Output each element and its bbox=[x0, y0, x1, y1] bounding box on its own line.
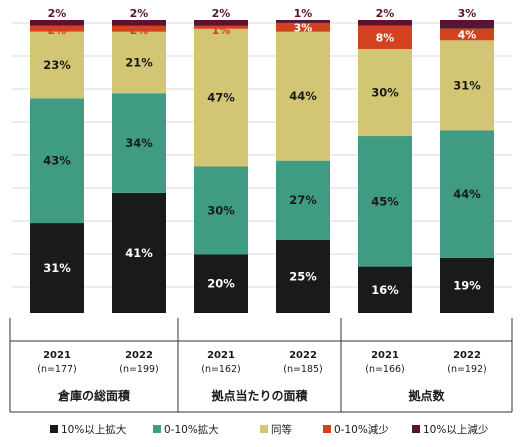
data-label-1-0: 41% bbox=[125, 246, 153, 260]
data-label-0-2: 23% bbox=[43, 58, 71, 72]
tick-label-n-3: (n=185) bbox=[283, 364, 323, 375]
data-label-4-0: 16% bbox=[371, 283, 399, 297]
bar-5 bbox=[440, 20, 494, 313]
bar-segment-5-2 bbox=[440, 40, 494, 131]
legend-label-2: 同等 bbox=[271, 423, 292, 436]
legend: 10%以上拡大 0-10%拡大 同等 0-10%減少 10%以上減少 bbox=[50, 423, 488, 436]
data-label-5-0: 19% bbox=[453, 278, 481, 292]
legend-label-0: 10%以上拡大 bbox=[61, 423, 127, 436]
data-label-3-1: 27% bbox=[289, 193, 317, 207]
bars: 31% 43% 23% 41% 34% 21% 20% 30% 47% 25% 27% 44% 16% 4… bbox=[30, 7, 494, 313]
bar-segment-2-2 bbox=[194, 28, 248, 167]
bar-segment-2-4 bbox=[194, 20, 248, 26]
bar-segment-4-4 bbox=[358, 20, 412, 26]
group-label-2: 拠点数 bbox=[408, 388, 445, 403]
legend-swatch-0 bbox=[50, 425, 58, 433]
bar-segment-2-3 bbox=[194, 25, 248, 29]
bar-segment-0-4 bbox=[30, 20, 84, 26]
bar-segment-1-4 bbox=[112, 20, 166, 26]
bar-3 bbox=[276, 20, 330, 313]
data-label-4-2: 30% bbox=[371, 86, 399, 100]
tick-label-year-2: 2021 bbox=[207, 350, 235, 361]
data-label-2-0: 20% bbox=[207, 277, 235, 291]
tick-label-year-3: 2022 bbox=[289, 350, 317, 361]
data-label-5-2: 31% bbox=[453, 78, 481, 92]
data-label-5-1: 44% bbox=[453, 187, 481, 201]
data-label-5-4: 3% bbox=[458, 7, 477, 20]
bar-1 bbox=[112, 20, 166, 313]
data-label-2-3: 1% bbox=[212, 24, 231, 37]
bar-segment-4-0 bbox=[358, 266, 412, 313]
data-label-3-0: 25% bbox=[289, 269, 317, 283]
data-label-2-4: 2% bbox=[212, 7, 231, 20]
gridlines bbox=[12, 22, 512, 288]
bar-0 bbox=[30, 20, 84, 313]
group-label-1: 拠点当たりの面積 bbox=[211, 388, 308, 403]
bar-segment-2-0 bbox=[194, 254, 248, 313]
bar-4 bbox=[358, 20, 412, 313]
tick-label-n-5: (n=192) bbox=[447, 364, 487, 375]
bar-segment-4-1 bbox=[358, 136, 412, 267]
legend-label-4: 10%以上減少 bbox=[423, 423, 488, 436]
bar-segment-1-2 bbox=[112, 31, 166, 94]
bar-segment-0-2 bbox=[30, 31, 84, 99]
tick-label-n-2: (n=162) bbox=[201, 364, 241, 375]
data-label-0-1: 43% bbox=[43, 154, 71, 168]
bar-segment-1-0 bbox=[112, 192, 166, 313]
tick-label-n-0: (n=177) bbox=[37, 364, 77, 375]
tick-label-year-1: 2022 bbox=[125, 350, 153, 361]
tick-label-year-4: 2021 bbox=[371, 350, 399, 361]
bar-segment-4-2 bbox=[358, 49, 412, 137]
tick-label-n-1: (n=199) bbox=[119, 364, 159, 375]
bar-segment-3-0 bbox=[276, 239, 330, 313]
data-label-0-0: 31% bbox=[43, 261, 71, 275]
bar-segment-5-3 bbox=[440, 28, 494, 41]
bar-segment-2-1 bbox=[194, 166, 248, 255]
tick-label-year-0: 2021 bbox=[43, 350, 71, 361]
bar-segment-1-1 bbox=[112, 93, 166, 193]
data-label-1-4: 2% bbox=[130, 7, 149, 20]
legend-label-1: 0-10%拡大 bbox=[164, 423, 219, 436]
data-label-4-4: 2% bbox=[376, 7, 395, 20]
bar-segment-3-1 bbox=[276, 160, 330, 240]
bar-segment-1-3 bbox=[112, 25, 166, 32]
data-label-3-2: 44% bbox=[289, 89, 317, 103]
legend-swatch-2 bbox=[260, 425, 268, 433]
bar-2 bbox=[194, 20, 248, 313]
legend-swatch-4 bbox=[412, 425, 420, 433]
bar-segment-3-3 bbox=[276, 22, 330, 32]
bar-segment-5-4 bbox=[440, 20, 494, 29]
data-label-4-3: 8% bbox=[376, 31, 395, 44]
data-label-3-4: 1% bbox=[294, 7, 313, 20]
bar-segment-5-0 bbox=[440, 257, 494, 313]
data-label-0-3: 2% bbox=[48, 24, 67, 37]
bar-segment-0-3 bbox=[30, 25, 84, 32]
data-label-1-1: 34% bbox=[125, 136, 153, 150]
data-label-0-4: 2% bbox=[48, 7, 67, 20]
data-label-4-1: 45% bbox=[371, 194, 399, 208]
legend-swatch-3 bbox=[323, 425, 331, 433]
bar-segment-0-0 bbox=[30, 223, 84, 313]
data-label-5-3: 4% bbox=[458, 29, 477, 42]
tick-label-year-5: 2022 bbox=[453, 350, 481, 361]
legend-swatch-1 bbox=[153, 425, 161, 433]
legend-label-3: 0-10%減少 bbox=[334, 423, 389, 436]
x-axis: 2021 (n=177) 2022 (n=199) 倉庫の総面積 2021 (n=162) 2… bbox=[9, 318, 513, 413]
tick-label-n-4: (n=166) bbox=[365, 364, 405, 375]
bar-segment-3-4 bbox=[276, 20, 330, 23]
bar-segment-0-1 bbox=[30, 98, 84, 224]
bar-segment-5-1 bbox=[440, 130, 494, 258]
data-label-2-1: 30% bbox=[207, 203, 235, 217]
data-label-1-3: 2% bbox=[130, 24, 149, 37]
data-label-1-2: 21% bbox=[125, 55, 153, 69]
group-label-0: 倉庫の総面積 bbox=[57, 388, 131, 403]
bar-segment-4-3 bbox=[358, 25, 412, 50]
bar-segment-3-2 bbox=[276, 31, 330, 161]
data-label-2-2: 47% bbox=[207, 91, 235, 105]
data-label-3-3: 3% bbox=[294, 21, 313, 34]
